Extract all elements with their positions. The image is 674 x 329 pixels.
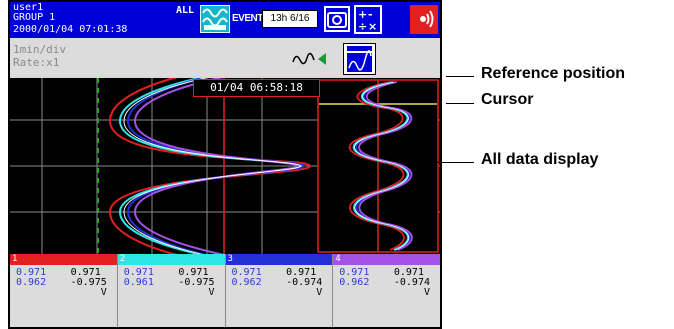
- waveforms: [108, 57, 317, 275]
- recorder-display: user1 GROUP 1 2000/01/04 07:01:38 ALL EV…: [8, 0, 442, 329]
- channel-min-values-1: 0.971 0.962: [16, 267, 47, 288]
- channel-unit-1: V: [100, 287, 107, 298]
- channel-panel-3[interactable]: 3 0.971 0.962 0.971 -0.974 V: [224, 254, 333, 327]
- waveform-ch4: [133, 65, 311, 267]
- channel-max-values-4: 0.971 -0.974: [393, 267, 430, 288]
- all-data-waveforms: [348, 81, 413, 251]
- channel-max-values-2: 0.971 -0.975: [178, 267, 215, 288]
- trend-icon[interactable]: [200, 5, 230, 33]
- camera-icon: [326, 8, 348, 30]
- channel-panel-4[interactable]: 4 0.971 0.962 0.971 -0.974 V: [332, 254, 440, 327]
- event-counter[interactable]: 13h 6/16: [262, 10, 318, 28]
- cursor-leader: [446, 103, 474, 104]
- channel-header-4: 4: [333, 254, 440, 265]
- channel-values-4: 0.971 0.962 0.971 -0.974 V: [333, 265, 440, 299]
- all-data-display-icon: [347, 46, 372, 72]
- math-icon: + - ÷ ×: [358, 8, 377, 33]
- user-group-label: user1 GROUP 1: [13, 3, 55, 23]
- math-button[interactable]: + - ÷ ×: [354, 5, 382, 34]
- channel-unit-4: V: [423, 287, 430, 298]
- event-label: EVENT: [232, 13, 263, 24]
- alarm-signal-icon: [420, 10, 434, 28]
- channel-header-2: 2: [117, 254, 225, 265]
- svg-text:÷: ÷: [358, 20, 367, 32]
- alarm-button[interactable]: [410, 5, 438, 34]
- date-time: 2000/01/04 07:01:38: [13, 24, 128, 35]
- all-data-display-leader: [412, 162, 474, 163]
- cursor-timestamp: 01/04 06:58:18: [193, 79, 320, 97]
- svg-text:-: -: [368, 8, 373, 21]
- user-name: user1: [13, 2, 44, 13]
- channel-min-values-2: 0.971 0.961: [123, 267, 154, 288]
- reference-position-label: Reference position: [481, 65, 626, 82]
- all-label: ALL: [176, 5, 195, 16]
- time-rate-label: 1min/div Rate:x1: [13, 43, 66, 69]
- channel-values-2: 0.971 0.961 0.971 -0.975 V: [118, 265, 225, 299]
- channel-unit-3: V: [316, 287, 323, 298]
- snapshot-button[interactable]: [324, 6, 350, 32]
- channel-header-1: 1: [10, 254, 117, 265]
- time-div: 1min/div: [13, 43, 66, 56]
- cursor-label: Cursor: [481, 91, 534, 108]
- channel-max-values-1: 0.971 -0.975: [70, 267, 107, 288]
- waveform-back-icon: [292, 52, 326, 65]
- trend-wave-icon: [202, 8, 228, 30]
- status-bar: user1 GROUP 1 2000/01/04 07:01:38 ALL EV…: [10, 2, 440, 38]
- all-data-display-label: All data display: [481, 151, 599, 168]
- waveform-ch1: [108, 57, 317, 275]
- waveform-ch3: [126, 61, 313, 271]
- trend-waveform-plot: [10, 57, 440, 275]
- all-data-display-button[interactable]: [343, 43, 376, 75]
- reference-position-leader: [446, 76, 474, 77]
- svg-text:+: +: [358, 8, 367, 21]
- channel-panel-1[interactable]: 1 0.971 0.962 0.971 -0.975 V: [10, 254, 117, 327]
- waveform-scroll-button[interactable]: [292, 50, 332, 68]
- channel-min-values-3: 0.971 0.962: [231, 267, 262, 288]
- channel-panel-2[interactable]: 2 0.971 0.961 0.971 -0.975 V: [116, 254, 225, 327]
- waveform-ch2-white: [123, 64, 310, 270]
- channel-unit-2: V: [208, 287, 215, 298]
- channel-readout-panel: 1 0.971 0.962 0.971 -0.975 V 2 0.971 0.961 …: [10, 254, 440, 327]
- channel-values-1: 0.971 0.962 0.971 -0.975 V: [10, 265, 117, 299]
- svg-text:×: ×: [368, 20, 377, 32]
- display-settings-bar: 1min/div Rate:x1: [10, 38, 440, 76]
- waveform-ch2: [118, 63, 311, 269]
- channel-max-values-3: 0.971 -0.974: [286, 267, 323, 288]
- channel-values-3: 0.971 0.962 0.971 -0.974 V: [226, 265, 333, 299]
- channel-min-values-4: 0.971 0.962: [339, 267, 370, 288]
- trend-chart[interactable]: [10, 57, 440, 275]
- channel-header-3: 3: [225, 254, 333, 265]
- group-name: GROUP 1: [13, 12, 56, 23]
- rate: Rate:x1: [13, 56, 60, 69]
